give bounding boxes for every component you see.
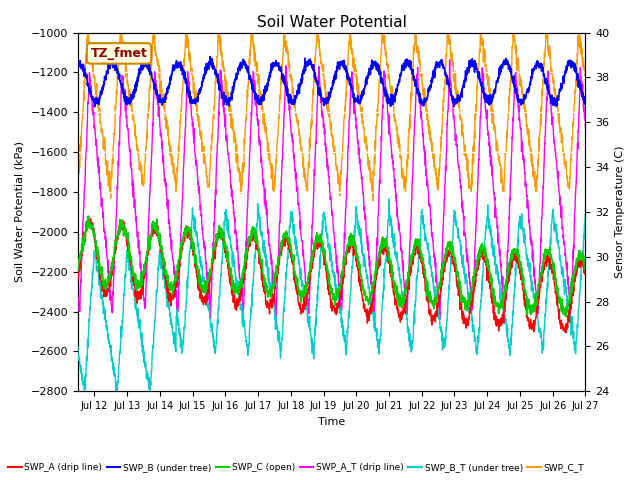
SWP_C (open) (582, 260, 589, 265)
Line: SWP_C_T: SWP_C_T (78, 21, 586, 201)
SWP_B_T (under tree) (74, 344, 82, 349)
SWP_C (open) (321, 248, 329, 253)
X-axis label: Time: Time (318, 417, 346, 427)
SWP_B_T (under tree) (582, 209, 589, 215)
SWP_B_T (under tree) (81, 388, 88, 394)
SWP_B (under tree) (582, 99, 589, 105)
SWP_B_T (under tree) (385, 196, 393, 202)
SWP_A (drip line) (562, 330, 570, 336)
SWP_B (under tree) (567, 61, 575, 67)
SWP_C (open) (474, 255, 482, 261)
SWP_A (drip line) (474, 264, 482, 270)
Y-axis label: Sensor Temperature (C): Sensor Temperature (C) (615, 146, 625, 278)
SWP_A (drip line) (84, 213, 92, 219)
SWP_B_T (under tree) (568, 324, 575, 330)
SWP_C_T (582, 72, 589, 78)
SWP_A_T (drip line) (567, 299, 575, 305)
SWP_A (drip line) (568, 297, 575, 302)
SWP_A (drip line) (567, 306, 575, 312)
Line: SWP_C (open): SWP_C (open) (78, 216, 586, 317)
SWP_A (drip line) (582, 265, 589, 271)
Line: SWP_A_T (drip line): SWP_A_T (drip line) (78, 60, 586, 319)
SWP_B_T (under tree) (100, 304, 108, 310)
SWP_C (open) (308, 254, 316, 260)
SWP_B_T (under tree) (321, 217, 329, 223)
SWP_C (open) (562, 314, 570, 320)
SWP_B_T (under tree) (474, 333, 482, 338)
SWP_A_T (drip line) (436, 316, 444, 322)
SWP_B (under tree) (206, 54, 214, 60)
SWP_A_T (drip line) (100, 228, 108, 234)
SWP_B (under tree) (474, 74, 482, 80)
SWP_A_T (drip line) (474, 175, 482, 181)
SWP_C_T (567, 158, 575, 164)
SWP_C (open) (84, 214, 92, 219)
SWP_C_T (369, 198, 377, 204)
Text: TZ_fmet: TZ_fmet (91, 47, 147, 60)
SWP_A_T (drip line) (321, 126, 328, 132)
SWP_C (open) (74, 265, 82, 271)
SWP_A_T (drip line) (568, 294, 575, 300)
SWP_A_T (drip line) (74, 294, 82, 300)
SWP_B (under tree) (74, 61, 82, 67)
SWP_A (drip line) (321, 255, 329, 261)
SWP_B (under tree) (308, 63, 316, 69)
SWP_B_T (under tree) (567, 332, 575, 338)
Line: SWP_B_T (under tree): SWP_B_T (under tree) (78, 199, 586, 391)
SWP_C (open) (567, 282, 575, 288)
SWP_A (drip line) (74, 276, 82, 282)
SWP_B (under tree) (321, 97, 329, 103)
SWP_A (drip line) (100, 289, 108, 295)
SWP_C_T (74, 188, 82, 193)
SWP_C_T (100, 135, 108, 141)
SWP_A_T (drip line) (446, 57, 454, 63)
SWP_B (under tree) (91, 104, 99, 109)
SWP_C_T (568, 145, 575, 151)
Title: Soil Water Potential: Soil Water Potential (257, 15, 406, 30)
SWP_C (open) (100, 286, 108, 291)
SWP_C (open) (568, 279, 575, 285)
SWP_C_T (307, 125, 315, 131)
SWP_C_T (321, 77, 328, 83)
SWP_C_T (542, 18, 550, 24)
Line: SWP_B (under tree): SWP_B (under tree) (78, 57, 586, 107)
SWP_A_T (drip line) (582, 125, 589, 131)
Line: SWP_A (drip line): SWP_A (drip line) (78, 216, 586, 333)
SWP_B_T (under tree) (308, 340, 316, 346)
SWP_A_T (drip line) (307, 250, 315, 255)
SWP_A (drip line) (308, 266, 316, 272)
SWP_B (under tree) (100, 79, 108, 84)
SWP_C_T (474, 73, 482, 79)
Y-axis label: Soil Water Potential (kPa): Soil Water Potential (kPa) (15, 142, 25, 282)
Legend: SWP_A (drip line), SWP_B (under tree), SWP_C (open), SWP_A_T (drip line), SWP_B_: SWP_A (drip line), SWP_B (under tree), S… (4, 459, 588, 476)
SWP_B (under tree) (568, 65, 575, 71)
